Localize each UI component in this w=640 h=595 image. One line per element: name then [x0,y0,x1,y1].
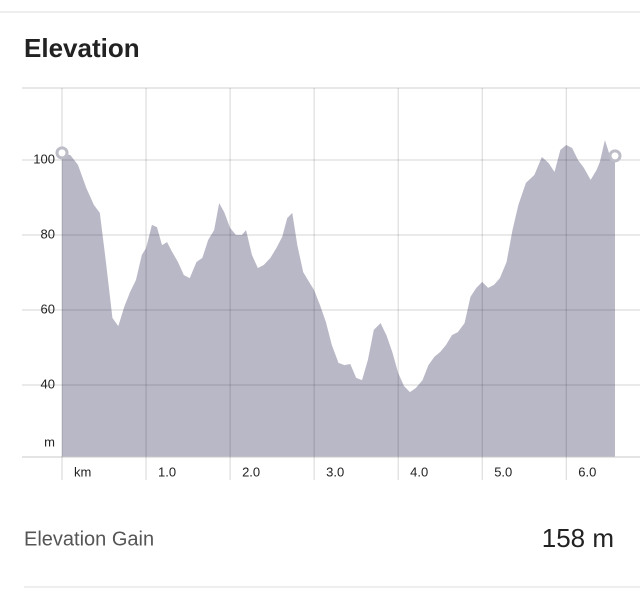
y-tick-label: 60 [41,301,55,316]
stat-value: 158 m [542,523,614,553]
plot: 40 60 80 100 1.0 2.0 3.0 4.0 5.0 6.0 km m [22,87,640,480]
x-tick-label: 2.0 [242,464,260,479]
y-tick-label: 80 [41,226,55,241]
x-tick-label: 1.0 [158,464,176,479]
y-tick-label: 40 [41,376,55,391]
x-axis-unit: km [74,464,91,479]
x-tick-label: 5.0 [494,464,512,479]
y-tick-label: 100 [33,151,55,166]
x-tick-label: 3.0 [326,464,344,479]
y-axis-unit: m [44,434,55,449]
chart-title: Elevation [24,33,140,63]
x-tick-label: 4.0 [410,464,428,479]
elevation-area [62,140,615,457]
x-tick-label: 6.0 [578,464,596,479]
stat-label: Elevation Gain [24,528,154,550]
endpoint-marker [608,149,622,163]
endpoint-marker [55,146,69,160]
